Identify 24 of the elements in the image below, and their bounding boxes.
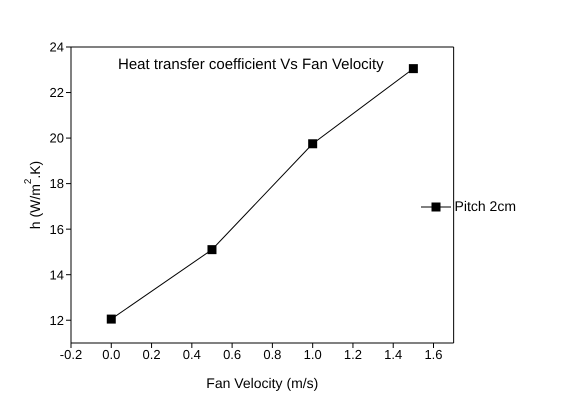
y-tick-label: 14 [50, 267, 64, 282]
x-axis-title: Fan Velocity (m/s) [206, 375, 318, 391]
x-tick-label: 1.2 [344, 347, 362, 362]
point [106, 314, 116, 324]
x-tick-label: 1.4 [384, 347, 402, 362]
y-tick-label: 12 [50, 312, 64, 328]
x-tick-label: -0.2 [60, 347, 82, 362]
annotation: Heat transfer coefficient Vs Fan Velocity [118, 56, 384, 73]
x-tick-label: 0.0 [102, 347, 120, 362]
x-tick-label: 1.0 [304, 347, 322, 362]
y-tick-label: 24 [50, 40, 64, 55]
legend-label: Pitch 2cm [454, 198, 516, 214]
x-tick-label: 0.2 [142, 347, 161, 362]
y-tick-label: 20 [50, 130, 64, 146]
x-tick-label: 1.6 [424, 347, 443, 362]
y-tick-label: 16 [50, 222, 64, 237]
point [308, 139, 318, 148]
y-tick-label: 22 [50, 85, 64, 100]
x-tick-label: 0.4 [182, 347, 201, 362]
y-tick-label: 18 [50, 176, 64, 192]
point [207, 245, 216, 254]
point [408, 64, 418, 74]
x-tick-label: 0.8 [263, 347, 282, 362]
x-tick-label: 0.6 [223, 347, 242, 362]
